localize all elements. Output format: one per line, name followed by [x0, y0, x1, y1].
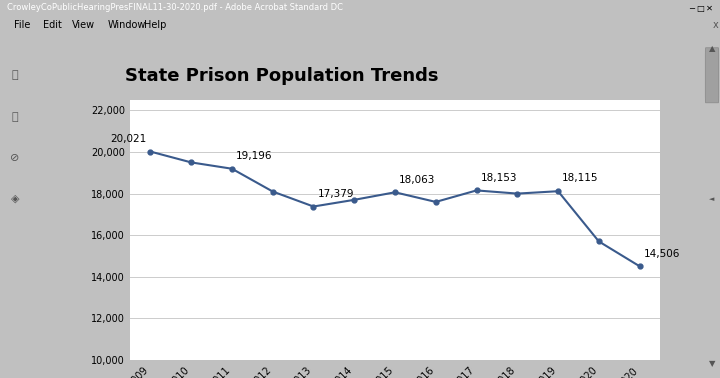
- Text: x: x: [713, 20, 719, 30]
- FancyBboxPatch shape: [706, 48, 719, 103]
- Text: ◈: ◈: [11, 194, 19, 204]
- Text: 🔖: 🔖: [12, 112, 18, 122]
- Text: 14,506: 14,506: [644, 249, 680, 259]
- Text: 18,115: 18,115: [562, 174, 599, 183]
- Text: 18,153: 18,153: [481, 173, 517, 183]
- Text: 19,196: 19,196: [236, 151, 273, 161]
- Text: File: File: [14, 20, 31, 30]
- Text: ─: ─: [689, 3, 693, 12]
- Text: Window: Window: [108, 20, 146, 30]
- Text: ⎘: ⎘: [12, 70, 18, 80]
- Text: Edit: Edit: [43, 20, 62, 30]
- Text: View: View: [72, 20, 95, 30]
- Text: 20,021: 20,021: [110, 134, 146, 144]
- Text: ▼: ▼: [708, 359, 715, 368]
- Text: ▲: ▲: [708, 44, 715, 53]
- Text: Help: Help: [144, 20, 166, 30]
- Text: ◄: ◄: [709, 196, 715, 202]
- Text: □: □: [697, 3, 704, 12]
- Text: ⊘: ⊘: [10, 153, 19, 163]
- Text: State Prison Population Trends: State Prison Population Trends: [125, 67, 438, 85]
- Text: 18,063: 18,063: [399, 175, 436, 184]
- Text: ✕: ✕: [706, 3, 714, 12]
- Text: 17,379: 17,379: [318, 189, 354, 199]
- Text: CrowleyCoPublicHearingPresFINAL11-30-2020.pdf - Adobe Acrobat Standard DC: CrowleyCoPublicHearingPresFINAL11-30-202…: [7, 3, 343, 12]
